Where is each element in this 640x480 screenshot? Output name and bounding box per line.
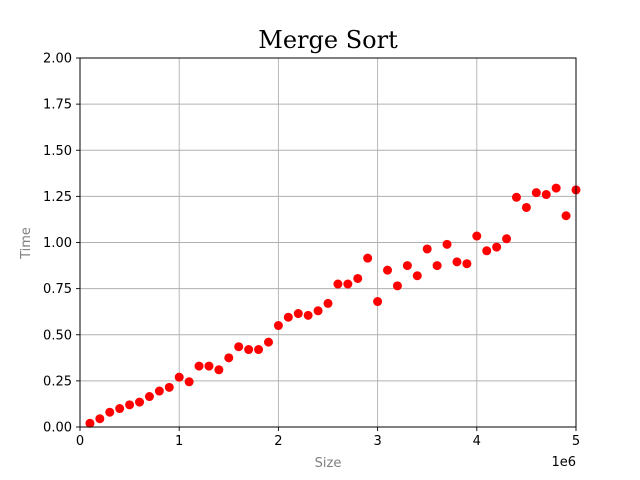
data-point <box>462 259 472 269</box>
data-point <box>194 361 204 371</box>
data-point <box>383 265 393 275</box>
data-point <box>323 298 333 308</box>
data-point <box>164 382 174 392</box>
data-point <box>244 345 254 355</box>
x-tick-label: 2 <box>274 434 282 449</box>
chart-title: Merge Sort <box>258 26 398 54</box>
data-point <box>541 190 551 200</box>
data-point <box>511 192 521 202</box>
data-point <box>105 407 115 417</box>
data-point <box>224 353 234 363</box>
y-tick-label: 0.75 <box>43 282 72 297</box>
data-point <box>313 306 323 316</box>
data-point <box>353 273 363 283</box>
data-point <box>502 234 512 244</box>
data-point <box>422 244 432 254</box>
x-tick-label: 1 <box>175 434 183 449</box>
data-point <box>184 377 194 387</box>
data-point <box>95 414 105 424</box>
data-point <box>561 211 571 221</box>
data-point <box>442 239 452 249</box>
axis-ticks: 0 1 2 3 4 5 0.00 0.25 0.50 0.75 1.00 1.25 1.50 1.75 2.… <box>43 52 580 450</box>
data-point <box>432 261 442 271</box>
data-point <box>283 312 293 322</box>
y-tick-label: 0.25 <box>43 374 72 389</box>
x-tick-label: 5 <box>572 434 580 449</box>
y-tick-label: 0.00 <box>43 421 72 436</box>
data-point <box>551 183 561 193</box>
data-point <box>492 242 502 252</box>
x-tick-label: 4 <box>473 434 481 449</box>
y-tick-label: 1.50 <box>43 144 72 159</box>
x-axis-offset-label: 1e6 <box>551 455 576 470</box>
x-tick-label: 3 <box>373 434 381 449</box>
data-point <box>234 342 244 352</box>
data-point <box>174 372 184 382</box>
data-point <box>214 365 224 375</box>
data-point <box>373 297 383 307</box>
y-tick-label: 1.25 <box>43 190 72 205</box>
y-tick-label: 1.75 <box>43 98 72 113</box>
data-point <box>402 261 412 271</box>
data-point <box>254 345 264 355</box>
data-point <box>115 404 125 414</box>
data-point <box>85 418 95 428</box>
data-point <box>144 392 154 402</box>
data-point <box>531 188 541 198</box>
data-point <box>472 231 482 241</box>
data-point <box>363 253 373 263</box>
y-axis-label: Time <box>19 227 34 260</box>
data-point <box>154 386 164 396</box>
data-point <box>303 310 313 320</box>
data-point <box>204 361 214 371</box>
data-point <box>333 279 343 289</box>
data-point <box>343 279 353 289</box>
data-point <box>452 257 462 267</box>
data-point <box>412 271 422 281</box>
x-axis-label: Size <box>315 456 342 471</box>
data-points <box>85 183 581 428</box>
y-tick-label: 1.00 <box>43 236 72 251</box>
data-point <box>482 246 492 256</box>
data-point <box>293 309 303 319</box>
y-tick-label: 0.50 <box>43 328 72 343</box>
x-tick-label: 0 <box>76 434 84 449</box>
y-tick-label: 2.00 <box>43 52 72 67</box>
data-point <box>392 281 402 291</box>
data-point <box>263 337 273 347</box>
data-point <box>521 202 531 212</box>
data-point <box>125 400 135 410</box>
data-point <box>273 321 283 331</box>
data-point <box>135 397 145 407</box>
